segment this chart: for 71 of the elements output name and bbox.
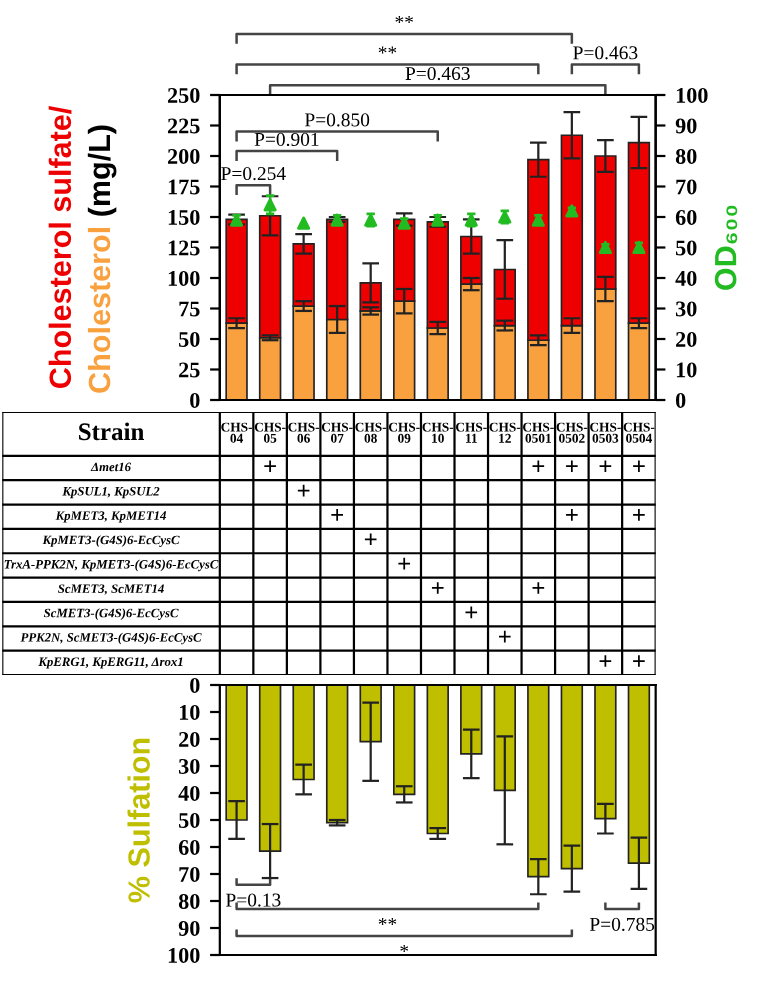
text: + (633, 509, 645, 521)
y-tick-label: 100 (168, 947, 200, 963)
text: + (331, 509, 343, 521)
y2-tick-label: 90 (675, 118, 697, 134)
y-tick-label: 100 (168, 270, 200, 286)
text: Cholesterol sulfate/ (48, 106, 72, 389)
y-tick-label: 75 (179, 301, 200, 317)
y2-tick-label: 100 (676, 87, 708, 103)
text: + (264, 460, 276, 473)
y-tick-label: 30 (178, 758, 200, 774)
text: + (398, 557, 411, 570)
y-tick-label: 150 (168, 209, 200, 225)
text: + (566, 509, 578, 521)
text: + (297, 484, 310, 497)
y-tick-label: 225 (167, 118, 200, 134)
annotation: P=0.254 (221, 166, 286, 181)
y-tick-label: 25 (179, 362, 200, 378)
y-axis-title: (mg/L) (87, 125, 117, 216)
y2-tick-label: 0 (675, 392, 686, 408)
y-tick-label: 40 (178, 785, 200, 801)
text: + (633, 655, 645, 667)
y2-tick-label: 40 (675, 270, 697, 286)
point (297, 216, 311, 230)
y2-tick-label: 50 (676, 240, 697, 256)
bar (392, 685, 416, 796)
annotation: P=0.785 (589, 917, 655, 931)
y-tick-label: 0 (190, 677, 200, 693)
y-axis-title: % Sulfation (127, 738, 150, 903)
y-tick-label: 80 (178, 893, 200, 909)
text: P=0.463 (405, 66, 470, 81)
bar (426, 685, 449, 835)
y2-tick-label: 80 (675, 148, 697, 164)
text: Strain (79, 422, 145, 441)
annotation: P=0.901 (254, 132, 319, 147)
text: + (566, 460, 578, 473)
y-tick-label: 50 (179, 331, 200, 347)
y-tick-label: 60 (178, 839, 200, 855)
y-tick-label: 0 (190, 392, 200, 408)
y-tick-label: 250 (167, 87, 200, 103)
text: P=0.463 (573, 46, 638, 60)
y-tick-label: 10 (179, 704, 200, 720)
y-tick-label: 20 (179, 731, 200, 747)
annotation: * (400, 944, 409, 953)
y2-tick-label: 20 (676, 331, 697, 347)
text: + (633, 460, 645, 473)
y-tick-label: 175 (168, 179, 200, 195)
y-tick-label: 90 (178, 920, 200, 936)
text: + (431, 582, 444, 594)
annotation: P=0.13 (226, 893, 281, 907)
annotation: ** (378, 917, 397, 926)
text: + (599, 655, 612, 667)
text: Cholesterol (87, 227, 111, 393)
y-tick-label: 200 (167, 148, 200, 164)
text: ** (395, 15, 414, 24)
text: ** (378, 46, 397, 54)
text: + (532, 460, 545, 473)
bar (325, 685, 349, 824)
text: + (499, 630, 511, 643)
text: + (599, 460, 612, 473)
y2-tick-label: 70 (676, 179, 697, 195)
y-tick-label: 70 (179, 866, 200, 882)
y-tick-label: 125 (168, 240, 200, 256)
y2-tick-label: 30 (675, 301, 697, 317)
y2-tick-label: 60 (675, 209, 697, 225)
y-tick-label: 50 (179, 812, 200, 828)
text: + (364, 533, 377, 546)
y2-axis-title: OD₆₀₀ (714, 205, 738, 290)
text: + (465, 606, 478, 619)
annotation: P=0.850 (304, 113, 370, 127)
y2-tick-label: 10 (676, 362, 697, 378)
text: + (532, 582, 545, 594)
